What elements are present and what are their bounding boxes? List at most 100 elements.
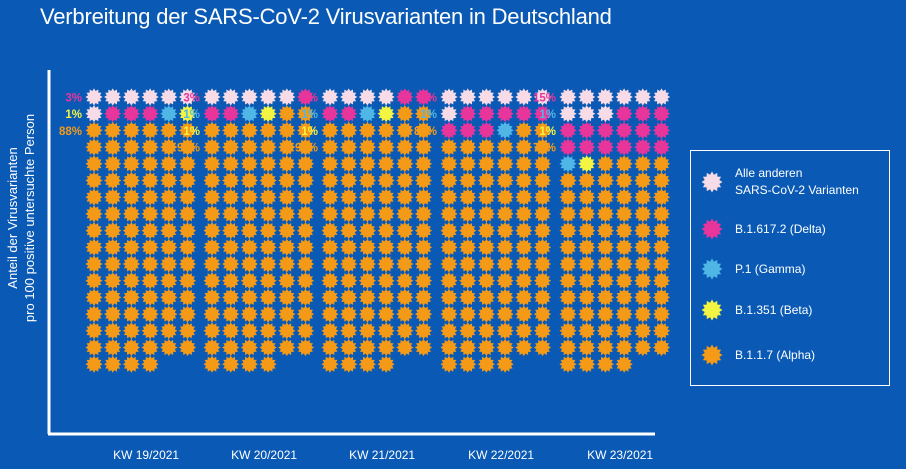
waffle-cell-b.1.1.7	[414, 305, 433, 323]
waffle-cell-b.1.1.7	[222, 138, 240, 156]
waffle-cell-b.1.1.7	[559, 355, 577, 373]
waffle-cell-b.1.617.2	[652, 121, 671, 139]
waffle-cell-b.1.1.7	[615, 171, 633, 190]
waffle-cell-b.1.1.7	[296, 188, 315, 206]
waffle-cell-b.1.1.7	[414, 222, 433, 240]
waffle-cell-b.1.351	[259, 105, 277, 123]
waffle-cell-b.1.1.7	[104, 171, 122, 190]
waffle-cell-b.1.617.2	[496, 105, 514, 123]
waffle-cell-b.1.1.7	[122, 171, 140, 190]
waffle-cell-b.1.1.7	[396, 322, 414, 340]
waffle-cell-b.1.1.7	[559, 222, 577, 240]
waffle-cell-b.1.1.7	[178, 171, 197, 190]
waffle-cell-b.1.1.7	[340, 188, 358, 206]
waffle-cell-alle	[515, 88, 533, 106]
waffle-cell-b.1.1.7	[340, 288, 358, 306]
waffle-cell-b.1.1.7	[278, 138, 296, 156]
waffle-cell-b.1.1.7	[85, 272, 103, 290]
waffle-cell-alle	[559, 105, 577, 123]
waffle-cell-b.1.1.7	[122, 305, 140, 323]
waffle-cell-b.1.1.7	[496, 222, 514, 240]
waffle-cell-b.1.1.7	[440, 171, 458, 190]
data-label: 3%	[183, 93, 200, 105]
waffle-cell-b.1.1.7	[377, 322, 395, 340]
waffle-cell-b.1.1.7	[459, 222, 477, 240]
waffle-cell-b.1.1.7	[203, 338, 221, 357]
waffle-cell-alle	[459, 88, 477, 106]
waffle-cell-b.1.1.7	[533, 255, 552, 273]
data-label: 1%	[183, 126, 200, 138]
waffle-cell-b.1.1.7	[414, 171, 433, 190]
waffle-cell-b.1.1.7	[296, 288, 315, 306]
waffle-cell-b.1.1.7	[340, 238, 358, 256]
waffle-cell-b.1.1.7	[104, 188, 122, 206]
waffle-cell-b.1.1.7	[203, 121, 221, 139]
waffle-cell-b.1.1.7	[634, 288, 652, 306]
waffle-cell-b.1.1.7	[278, 305, 296, 323]
virus-icon	[701, 171, 723, 193]
waffle-cell-b.1.1.7	[634, 338, 652, 357]
waffle-cell-b.1.1.7	[496, 188, 514, 206]
waffle-cell-b.1.1.7	[396, 188, 414, 206]
waffle-cell-b.1.1.7	[615, 272, 633, 290]
waffle-cell-b.1.1.7	[414, 272, 433, 290]
x-tick-label: KW 21/2021	[349, 448, 415, 462]
waffle-cell-b.1.1.7	[321, 255, 339, 273]
waffle-cell-b.1.1.7	[296, 222, 315, 240]
waffle-column	[559, 88, 671, 373]
waffle-cell-b.1.1.7	[596, 188, 614, 206]
waffle-cell-b.1.1.7	[104, 205, 122, 223]
waffle-cell-alle	[358, 88, 376, 106]
waffle-cell-b.1.1.7	[596, 355, 614, 373]
waffle-column	[321, 88, 433, 373]
waffle-cell-b.1.1.7	[104, 338, 122, 357]
waffle-cell-alle	[440, 88, 458, 106]
waffle-cell-p.1	[240, 105, 258, 123]
waffle-cell-b.1.1.7	[160, 155, 178, 173]
waffle-cell-b.1.1.7	[85, 188, 103, 206]
waffle-cell-b.1.1.7	[222, 305, 240, 323]
waffle-cell-b.1.1.7	[377, 188, 395, 206]
waffle-cell-b.1.1.7	[459, 205, 477, 223]
waffle-cell-b.1.1.7	[85, 155, 103, 173]
waffle-cell-b.1.1.7	[222, 238, 240, 256]
waffle-cell-b.1.1.7	[440, 205, 458, 223]
waffle-cell-b.1.1.7	[122, 288, 140, 306]
waffle-cell-b.1.1.7	[296, 272, 315, 290]
waffle-cell-b.1.1.7	[358, 121, 376, 139]
waffle-cell-alle	[578, 105, 596, 123]
waffle-cell-b.1.1.7	[533, 188, 552, 206]
waffle-cell-b.1.1.7	[634, 155, 652, 173]
waffle-cell-b.1.1.7	[440, 255, 458, 273]
waffle-cell-b.1.1.7	[278, 188, 296, 206]
waffle-cell-b.1.1.7	[533, 138, 552, 156]
waffle-cell-b.1.1.7	[459, 322, 477, 340]
waffle-cell-b.1.1.7	[414, 255, 433, 273]
waffle-cell-b.1.1.7	[440, 322, 458, 340]
waffle-cell-b.1.1.7	[440, 338, 458, 357]
waffle-cell-b.1.1.7	[559, 238, 577, 256]
waffle-cell-b.1.1.7	[559, 322, 577, 340]
waffle-cell-b.1.1.7	[85, 238, 103, 256]
waffle-cell-b.1.1.7	[477, 238, 495, 256]
waffle-cell-b.1.1.7	[240, 255, 258, 273]
waffle-cell-b.1.1.7	[278, 105, 296, 123]
waffle-cell-b.1.1.7	[85, 138, 103, 156]
legend-label: B.1.617.2 (Delta)	[735, 221, 826, 238]
waffle-cell-b.1.617.2	[459, 105, 477, 123]
waffle-cell-b.1.1.7	[634, 272, 652, 290]
waffle-cell-b.1.1.7	[259, 121, 277, 139]
waffle-cell-b.1.1.7	[340, 322, 358, 340]
waffle-cell-b.1.1.7	[652, 205, 671, 223]
waffle-cell-b.1.1.7	[440, 355, 458, 373]
waffle-cell-b.1.1.7	[321, 338, 339, 357]
waffle-cell-b.1.1.7	[240, 272, 258, 290]
waffle-cell-b.1.1.7	[240, 155, 258, 173]
waffle-cell-alle	[85, 105, 103, 123]
waffle-cell-b.1.1.7	[533, 222, 552, 240]
waffle-cell-b.1.1.7	[533, 205, 552, 223]
legend-item-beta: B.1.351 (Beta)	[701, 299, 812, 321]
waffle-cell-b.1.617.2	[222, 105, 240, 123]
waffle-cell-b.1.1.7	[578, 322, 596, 340]
waffle-cell-b.1.1.7	[652, 222, 671, 240]
